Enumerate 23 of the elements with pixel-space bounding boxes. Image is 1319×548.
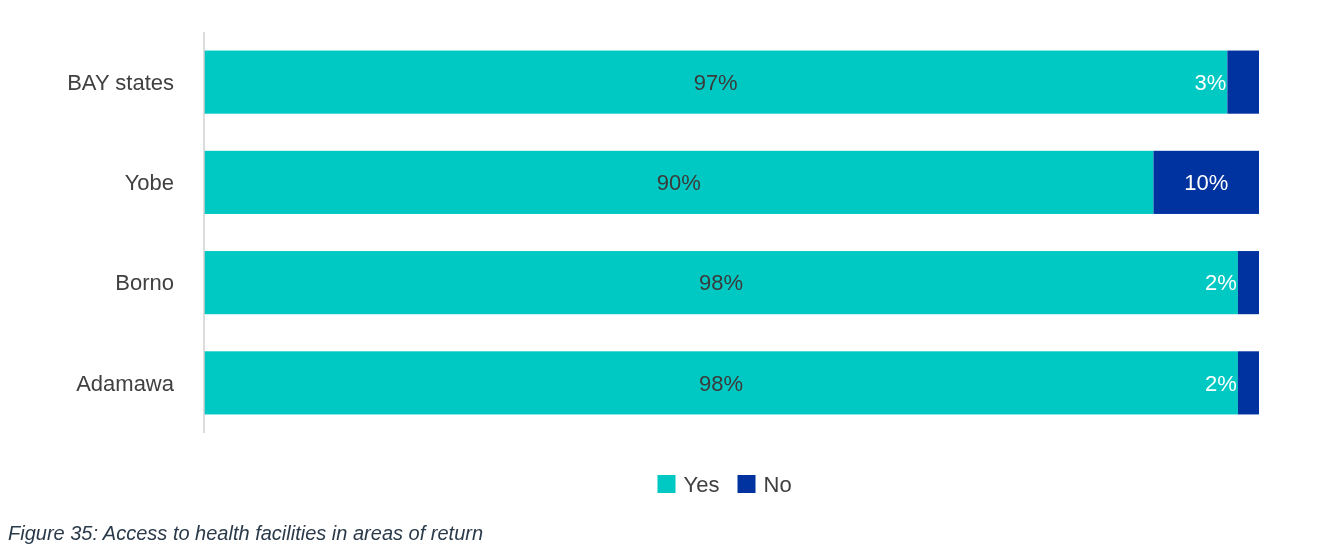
bar [1153, 150, 1259, 214]
y-tick-label: BAY states [67, 69, 174, 95]
bar [1237, 351, 1259, 415]
bar [204, 50, 1228, 114]
legend-label: No [763, 471, 792, 497]
bar [204, 251, 1238, 315]
y-tick-label: Borno [115, 270, 174, 296]
bar [1237, 251, 1259, 315]
bar [204, 150, 1154, 214]
y-tick-label: Adamawa [76, 370, 175, 396]
data-label: 2% [1205, 370, 1237, 396]
data-label: 3% [1194, 69, 1227, 95]
y-tick-label: Yobe [124, 170, 174, 196]
data-label: 2% [1205, 270, 1237, 296]
data-label: 10% [1184, 170, 1229, 196]
bar [1227, 50, 1259, 114]
legend-label: Yes [683, 471, 720, 497]
data-label: 97% [693, 69, 738, 95]
data-label: 90% [656, 170, 701, 196]
data-label: 98% [698, 370, 743, 396]
caption: Figure 35: Access to health facilities in areas of return [8, 522, 484, 544]
data-label: 98% [698, 270, 743, 296]
bar [204, 351, 1238, 415]
